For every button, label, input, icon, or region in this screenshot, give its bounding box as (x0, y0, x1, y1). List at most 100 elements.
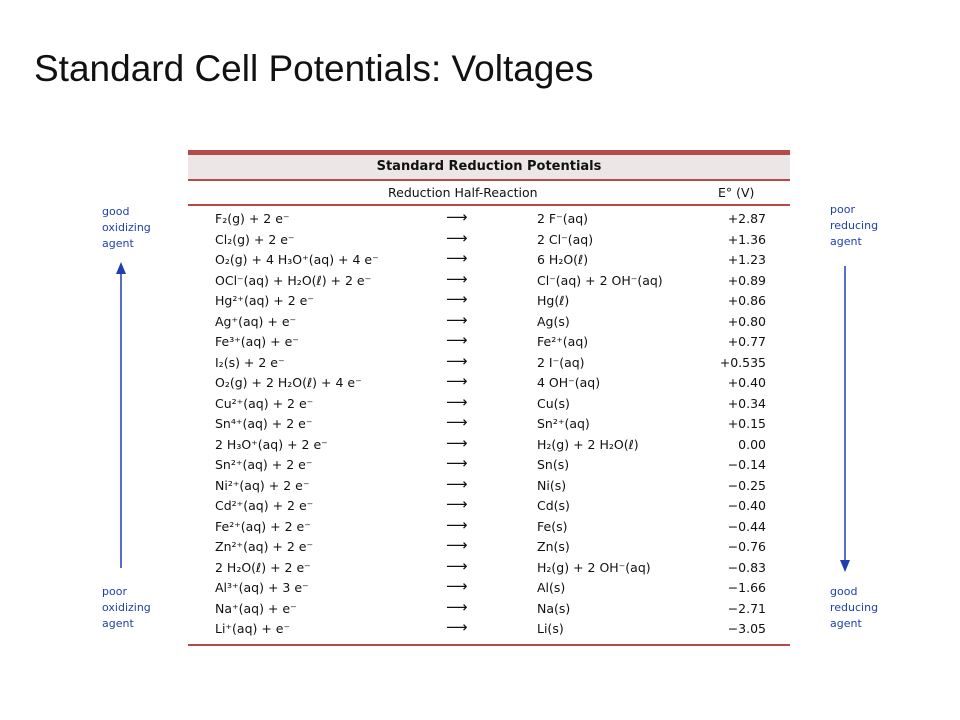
reactant-cell: Ni²⁺(aq) + 2 e⁻ (215, 477, 310, 493)
reaction-arrow-icon: ⟶ (446, 454, 468, 472)
table-row: Cl₂(g) + 2 e⁻ ⟶ 2 Cl⁻(aq) +1.36 (188, 228, 790, 251)
header-reaction: Reduction Half-Reaction (388, 185, 538, 200)
table-row: Sn⁴⁺(aq) + 2 e⁻ ⟶ Sn²⁺(aq) +0.15 (188, 413, 790, 435)
reaction-arrow-icon: ⟶ (446, 208, 468, 226)
potential-cell: +0.535 (719, 354, 766, 370)
product-cell: Na(s) (537, 600, 571, 616)
potential-cell: +0.77 (727, 334, 766, 349)
header-potential: E° (V) (718, 185, 755, 200)
label-line: reducing (830, 601, 879, 614)
reactant-cell: Ag⁺(aq) + e⁻ (215, 313, 297, 329)
reactant-cell: Al³⁺(aq) + 3 e⁻ (215, 580, 309, 595)
reaction-arrow-icon: ⟶ (446, 228, 468, 247)
table-row: Ag⁺(aq) + e⁻ ⟶ Ag(s) +0.80 (188, 310, 790, 333)
label-poor-oxidizing-agent: poor oxidizing agent (102, 584, 151, 632)
reactant-cell: 2 H₂O(ℓ) + 2 e⁻ (215, 559, 311, 575)
reaction-arrow-icon: ⟶ (446, 597, 468, 616)
reaction-arrow-icon: ⟶ (446, 556, 468, 575)
product-cell: H₂(g) + 2 H₂O(ℓ) (537, 436, 639, 452)
product-cell: 2 Cl⁻(aq) (537, 231, 594, 247)
potential-cell: +0.89 (727, 272, 766, 288)
reactant-cell: Na⁺(aq) + e⁻ (215, 600, 297, 616)
reactant-cell: Cu²⁺(aq) + 2 e⁻ (215, 395, 314, 411)
reaction-arrow-icon: ⟶ (446, 310, 468, 329)
label-line: agent (830, 235, 862, 248)
reactant-cell: F₂(g) + 2 e⁻ (215, 211, 290, 226)
reactant-cell: Sn²⁺(aq) + 2 e⁻ (215, 457, 313, 472)
potential-cell: +1.36 (727, 231, 766, 247)
reactant-cell: Li⁺(aq) + e⁻ (215, 621, 291, 636)
reactant-cell: Fe²⁺(aq) + 2 e⁻ (215, 518, 311, 534)
reactant-cell: O₂(g) + 4 H₃O⁺(aq) + 4 e⁻ (215, 252, 379, 267)
potential-cell: −0.25 (727, 477, 766, 493)
reactant-cell: OCl⁻(aq) + H₂O(ℓ) + 2 e⁻ (215, 272, 372, 288)
reactant-cell: Cl₂(g) + 2 e⁻ (215, 231, 295, 247)
table-row: Sn²⁺(aq) + 2 e⁻ ⟶ Sn(s) −0.14 (188, 454, 790, 476)
table-title: Standard Reduction Potentials (188, 155, 790, 179)
reaction-arrow-icon: ⟶ (446, 351, 468, 370)
potential-cell: +0.80 (727, 313, 766, 329)
potential-cell: 0.00 (738, 436, 766, 452)
table-row: Fe²⁺(aq) + 2 e⁻ ⟶ Fe(s) −0.44 (188, 515, 790, 538)
label-line: agent (830, 617, 862, 630)
up-arrow-icon (116, 262, 126, 568)
table-bottom-rule (188, 643, 790, 646)
potential-cell: +0.34 (727, 395, 766, 411)
potential-cell: −0.83 (727, 559, 766, 575)
reaction-arrow-icon: ⟶ (446, 495, 468, 513)
reaction-arrow-icon: ⟶ (446, 515, 468, 534)
potential-cell: +2.87 (727, 211, 766, 226)
reaction-arrow-icon: ⟶ (446, 536, 468, 554)
product-cell: Al(s) (537, 580, 566, 595)
label-line: agent (102, 617, 134, 630)
reaction-arrow-icon: ⟶ (446, 433, 468, 452)
product-cell: Cu(s) (537, 395, 570, 411)
reactant-cell: Cd²⁺(aq) + 2 e⁻ (215, 498, 314, 513)
table-row: Ni²⁺(aq) + 2 e⁻ ⟶ Ni(s) −0.25 (188, 475, 790, 497)
table-header-rule (188, 204, 790, 206)
table-top-rule (188, 150, 790, 155)
label-line: agent (102, 237, 134, 250)
table-row: 2 H₂O(ℓ) + 2 e⁻ ⟶ H₂(g) + 2 OH⁻(aq) −0.83 (188, 556, 790, 579)
label-line: poor (102, 585, 127, 598)
table-row: F₂(g) + 2 e⁻ ⟶ 2 F⁻(aq) +2.87 (188, 208, 790, 230)
reactant-cell: Zn²⁺(aq) + 2 e⁻ (215, 539, 314, 554)
label-line: poor (830, 203, 855, 216)
label-line: good (102, 205, 130, 218)
potential-cell: −0.14 (727, 457, 766, 472)
table-row: O₂(g) + 2 H₂O(ℓ) + 4 e⁻ ⟶ 4 OH⁻(aq) +0.40 (188, 372, 790, 394)
reaction-arrow-icon: ⟶ (446, 249, 468, 267)
label-line: good (830, 585, 858, 598)
product-cell: Ni(s) (537, 477, 567, 493)
potential-cell: −0.44 (727, 518, 766, 534)
table-header: Reduction Half-Reaction E° (V) (188, 181, 790, 204)
label-good-reducing-agent: good reducing agent (830, 584, 878, 632)
product-cell: H₂(g) + 2 OH⁻(aq) (537, 559, 651, 575)
reduction-potentials-table: Standard Reduction Potentials Reduction … (188, 150, 790, 646)
table-row: Cu²⁺(aq) + 2 e⁻ ⟶ Cu(s) +0.34 (188, 392, 790, 415)
reactant-cell: Hg²⁺(aq) + 2 e⁻ (215, 293, 314, 308)
product-cell: 6 H₂O(ℓ) (537, 252, 589, 267)
product-cell: Fe(s) (537, 518, 568, 534)
slide-title: Standard Cell Potentials: Voltages (34, 48, 594, 89)
table-row: Fe³⁺(aq) + e⁻ ⟶ Fe²⁺(aq) +0.77 (188, 331, 790, 353)
reactant-cell: 2 H₃O⁺(aq) + 2 e⁻ (215, 436, 328, 452)
product-cell: Hg(ℓ) (537, 293, 570, 308)
label-line: reducing (830, 219, 879, 232)
potential-cell: +0.40 (727, 375, 766, 390)
label-good-oxidizing-agent: good oxidizing agent (102, 204, 151, 252)
product-cell: Li(s) (537, 621, 564, 636)
reaction-arrow-icon: ⟶ (446, 392, 468, 411)
potential-cell: +0.86 (727, 293, 766, 308)
reaction-arrow-icon: ⟶ (446, 413, 468, 431)
down-arrow-icon (840, 266, 850, 572)
table-row: Li⁺(aq) + e⁻ ⟶ Li(s) −3.05 (188, 618, 790, 640)
table-row: Cd²⁺(aq) + 2 e⁻ ⟶ Cd(s) −0.40 (188, 495, 790, 517)
table-row: OCl⁻(aq) + H₂O(ℓ) + 2 e⁻ ⟶ Cl⁻(aq) + 2 OH⁻… (188, 270, 790, 292)
product-cell: Sn²⁺(aq) (537, 416, 590, 431)
reaction-arrow-icon: ⟶ (446, 577, 468, 595)
reaction-arrow-icon: ⟶ (446, 331, 468, 349)
table-row: I₂(s) + 2 e⁻ ⟶ 2 I⁻(aq) +0.535 (188, 351, 790, 374)
product-cell: 4 OH⁻(aq) (537, 375, 601, 390)
table-body: F₂(g) + 2 e⁻ ⟶ 2 F⁻(aq) +2.87 Cl₂(g) + 2 e⁻ ⟶… (188, 206, 790, 644)
